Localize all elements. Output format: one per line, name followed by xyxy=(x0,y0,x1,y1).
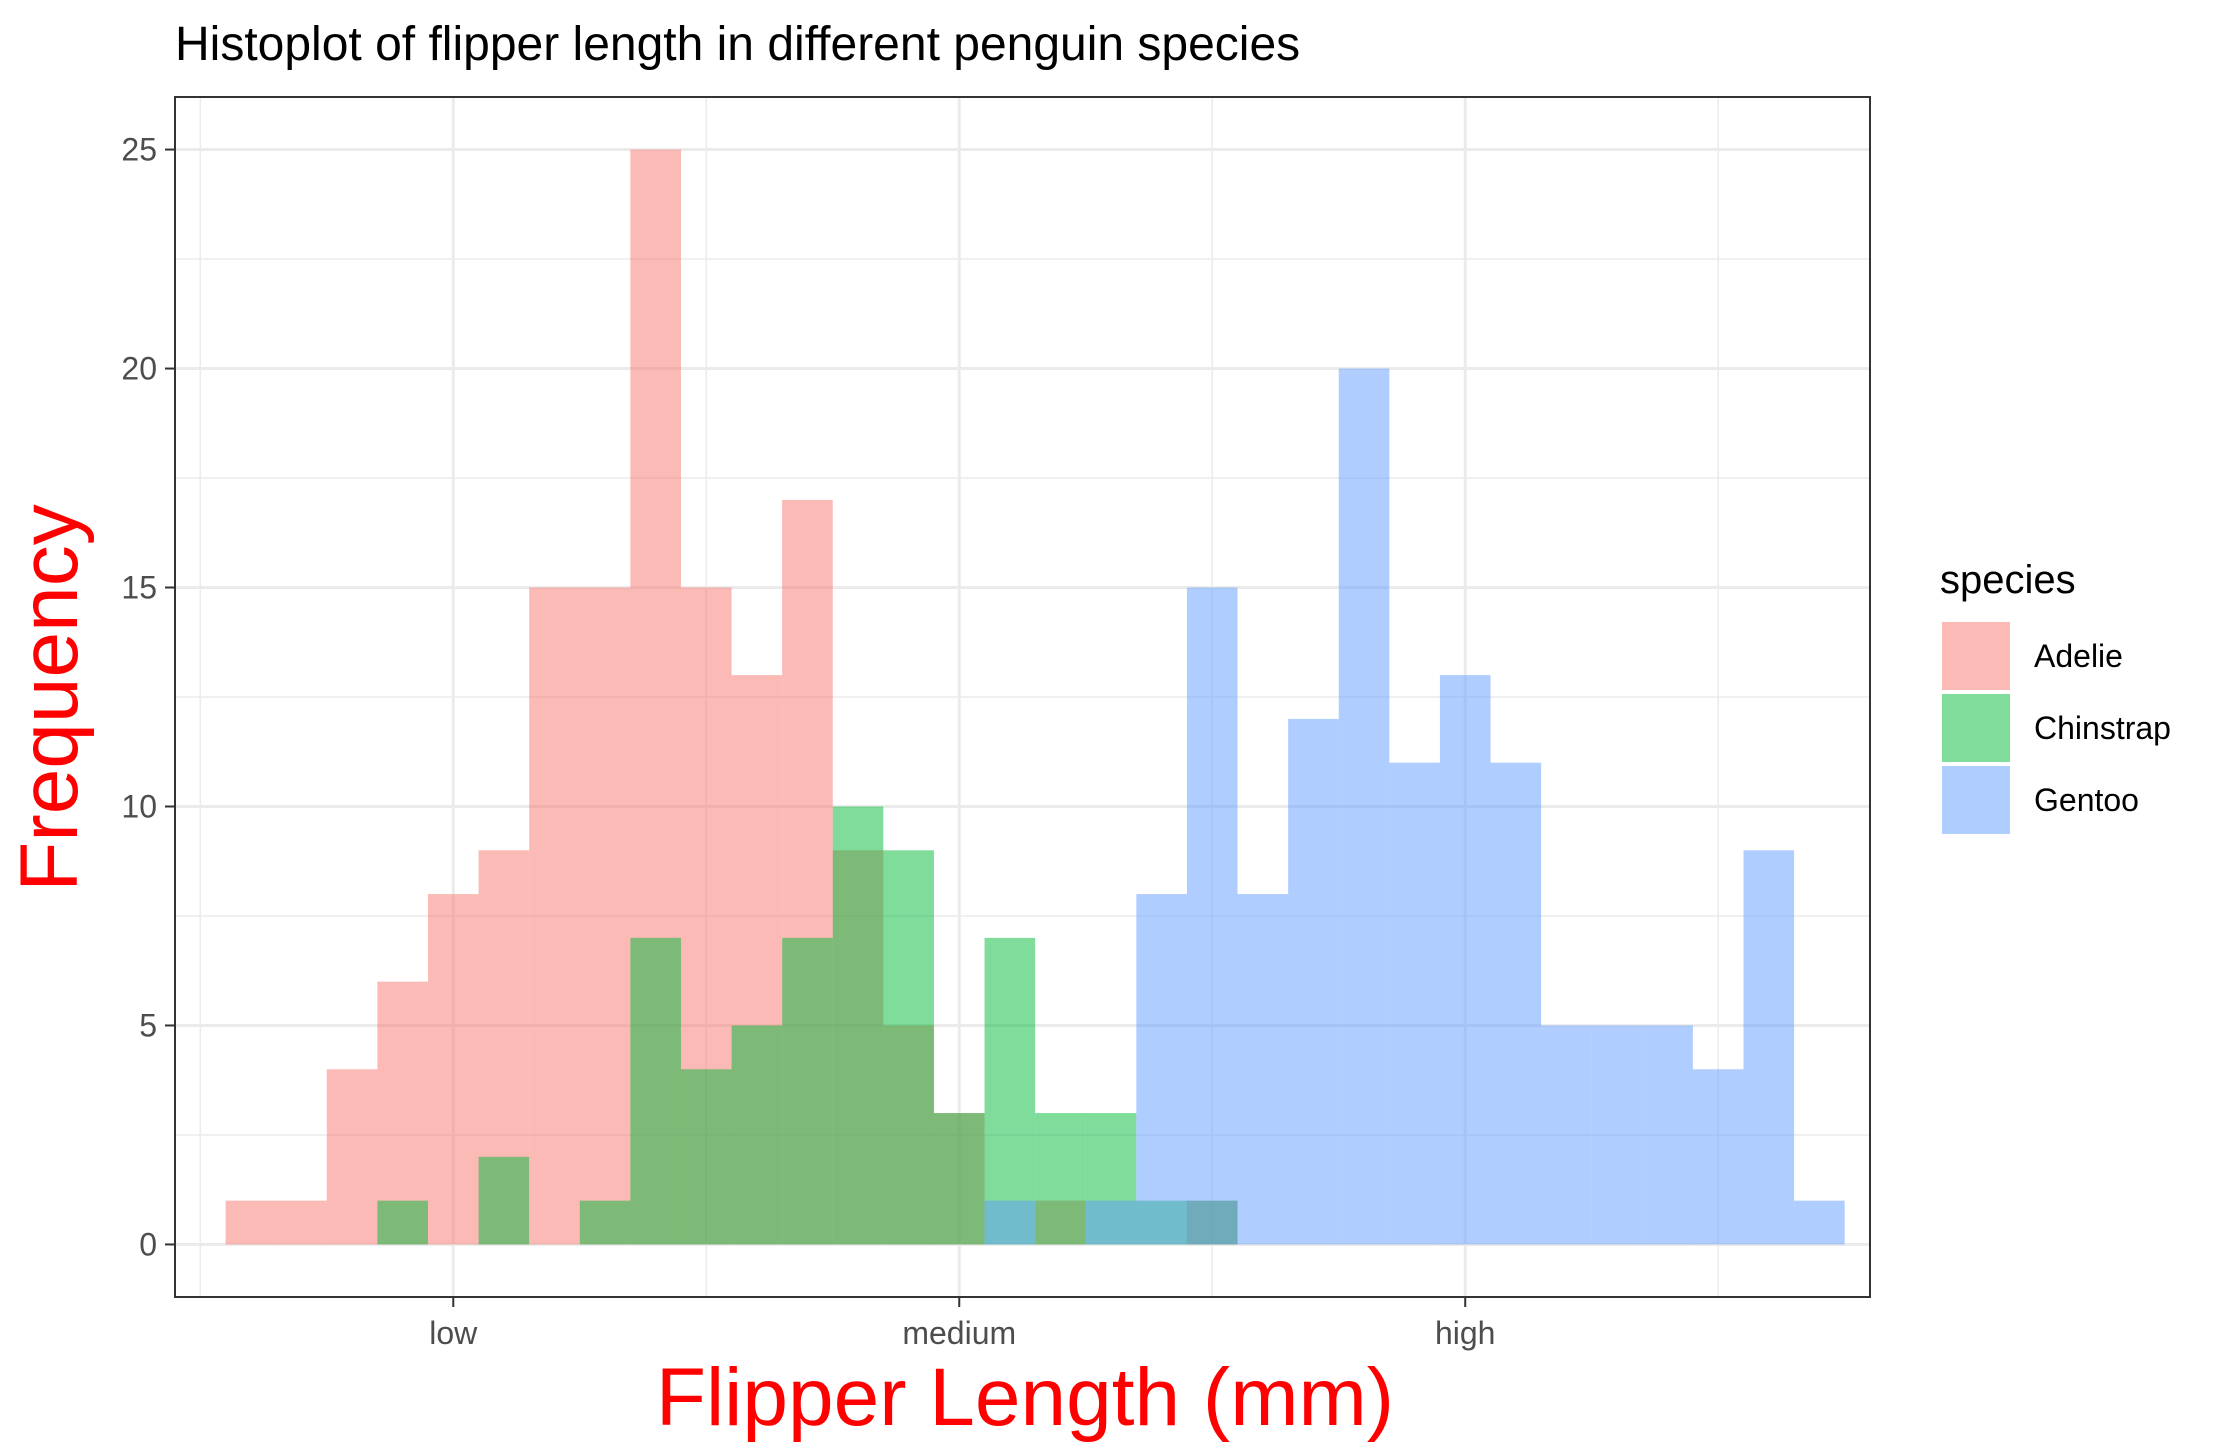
bar-adelie xyxy=(326,1069,378,1245)
bar-gentoo xyxy=(1794,1200,1845,1245)
series-gentoo xyxy=(984,368,1845,1245)
bar-chinstrap xyxy=(984,937,1036,1245)
bar-gentoo xyxy=(1389,762,1440,1245)
bar-gentoo xyxy=(1085,1200,1137,1245)
legend-label-gentoo: Gentoo xyxy=(2034,782,2139,818)
bar-gentoo xyxy=(1591,1025,1643,1245)
legend-key-adelie xyxy=(1942,622,2010,690)
bar-chinstrap xyxy=(680,1069,732,1245)
bar-gentoo xyxy=(1692,1069,1744,1245)
bar-gentoo xyxy=(1642,1025,1693,1245)
y-tick-label: 20 xyxy=(121,351,157,387)
y-tick-label: 15 xyxy=(121,570,157,606)
x-tick-label: high xyxy=(1435,1315,1496,1351)
legend-key-gentoo xyxy=(1942,766,2010,834)
bar-gentoo xyxy=(1743,850,1795,1245)
bar-adelie xyxy=(529,587,580,1245)
bar-gentoo xyxy=(1490,762,1542,1245)
x-tick-label: low xyxy=(429,1315,478,1351)
y-axis-title: Frequency xyxy=(4,504,95,891)
bar-chinstrap xyxy=(579,1200,631,1245)
bar-gentoo xyxy=(1237,894,1289,1245)
bar-chinstrap xyxy=(782,937,833,1245)
y-tick-label: 10 xyxy=(121,788,157,824)
axes: 0 5 10 15 20 25 low medium high xyxy=(121,132,1495,1351)
bar-chinstrap xyxy=(478,1156,530,1245)
bar-chinstrap xyxy=(933,1113,985,1245)
bar-gentoo xyxy=(1136,894,1187,1245)
x-tick-label: medium xyxy=(902,1315,1016,1351)
y-tick-label: 5 xyxy=(139,1007,157,1043)
bar-gentoo xyxy=(1439,675,1491,1245)
bar-gentoo xyxy=(1541,1025,1592,1245)
plot-panel-border xyxy=(174,96,1871,1298)
bar-adelie xyxy=(579,587,631,1245)
legend-label-adelie: Adelie xyxy=(2034,638,2123,674)
legend-title: species xyxy=(1940,558,2076,602)
bar-adelie xyxy=(377,981,428,1245)
bar-gentoo xyxy=(984,1200,1036,1245)
chart-title: Histoplot of flipper length in different… xyxy=(175,18,1300,71)
bar-gentoo xyxy=(1186,587,1238,1245)
bar-adelie xyxy=(276,1200,327,1245)
x-axis-title: Flipper Length (mm) xyxy=(656,1352,1394,1443)
series-chinstrap xyxy=(377,806,1238,1245)
bar-chinstrap xyxy=(1035,1113,1086,1245)
bar-gentoo xyxy=(1338,368,1390,1245)
legend-label-chinstrap: Chinstrap xyxy=(2034,710,2171,746)
bar-adelie xyxy=(225,1200,277,1245)
bar-chinstrap xyxy=(731,1025,783,1245)
y-tick-label: 0 xyxy=(139,1226,157,1262)
y-tick-label: 25 xyxy=(121,132,157,168)
bar-chinstrap xyxy=(377,1200,428,1245)
legend: species Adelie Chinstrap Gentoo xyxy=(1940,558,2171,834)
legend-key-chinstrap xyxy=(1942,694,2010,762)
histogram-bars xyxy=(225,149,1845,1245)
bar-adelie xyxy=(427,894,479,1245)
bar-chinstrap xyxy=(630,937,681,1245)
bar-chinstrap xyxy=(832,806,884,1245)
bar-gentoo xyxy=(1288,718,1339,1245)
bar-chinstrap xyxy=(883,850,934,1245)
